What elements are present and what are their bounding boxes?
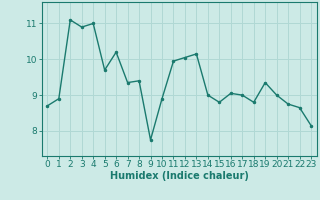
X-axis label: Humidex (Indice chaleur): Humidex (Indice chaleur) <box>110 171 249 181</box>
